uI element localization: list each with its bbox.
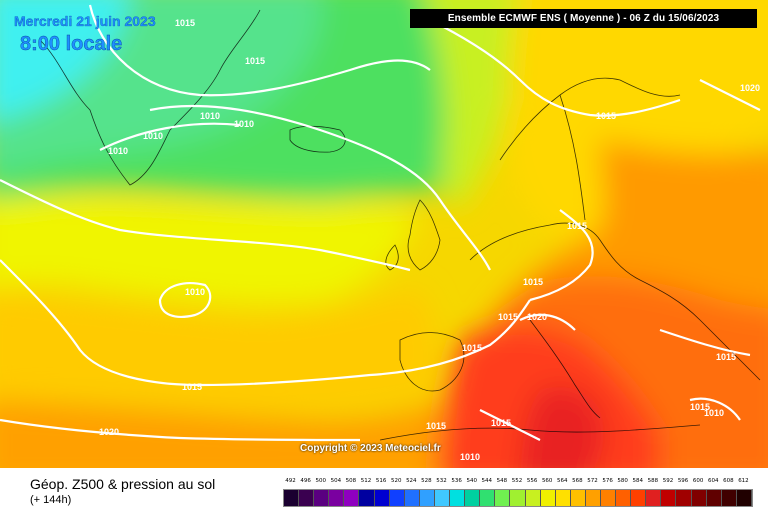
legend-value: 592 (662, 478, 674, 484)
legend-value: 560 (541, 478, 553, 484)
isobar-label: 1015 (716, 352, 736, 362)
color-legend (283, 489, 753, 507)
isobar-label: 1010 (704, 408, 724, 418)
land-outlines (39, 9, 761, 441)
legend-value: 524 (406, 478, 417, 484)
legend-swatch (616, 490, 632, 506)
legend-value: 512 (360, 478, 372, 484)
legend-swatch (374, 490, 390, 506)
legend-value: 540 (466, 478, 477, 484)
valid-date: Mercredi 21 juin 2023 (14, 13, 156, 29)
isobar-label: 1020 (740, 83, 760, 93)
geopotential-field (0, 0, 768, 468)
legend-value: 556 (526, 478, 538, 484)
legend-swatch (585, 490, 601, 506)
pressure-labels: 1015 1015 1010 1010 1010 1010 1015 1015 … (99, 18, 760, 462)
isobar-label: 1015 (567, 221, 587, 231)
isobar-label: 1010 (143, 131, 163, 141)
legend-swatch (465, 490, 481, 506)
legend-value: 596 (677, 478, 689, 484)
copyright: Copyright © 2023 Meteociel.fr (300, 443, 441, 454)
legend-swatch (434, 490, 451, 506)
legend-swatch (299, 490, 315, 506)
legend-value: 564 (557, 478, 568, 484)
legend-swatch (676, 490, 692, 506)
legend-swatch (540, 490, 556, 506)
variable-title: Géop. Z500 & pression au sol (30, 476, 216, 492)
legend-value: 568 (572, 478, 583, 484)
legend-swatch (631, 490, 647, 506)
legend-value: 608 (723, 478, 734, 484)
isobar-label: 1015 (182, 382, 202, 392)
legend-swatch (329, 490, 345, 506)
isobar-label: 1015 (175, 18, 195, 28)
legend-value: 576 (602, 478, 613, 484)
legend-value: 544 (481, 478, 493, 484)
legend-swatch (344, 490, 360, 506)
legend-value: 604 (708, 478, 719, 484)
isobar-label: 1015 (596, 111, 616, 121)
legend-swatch (419, 490, 435, 506)
legend-value: 500 (315, 478, 326, 484)
legend-value: 496 (300, 478, 311, 484)
legend-value: 532 (436, 478, 447, 484)
legend-swatch (389, 490, 405, 506)
legend-value: 536 (451, 478, 462, 484)
legend-value: 580 (617, 478, 628, 484)
legend-swatch (600, 490, 617, 506)
isobar-label: 1015 (245, 56, 265, 66)
forecast-step: (+ 144h) (30, 494, 72, 506)
legend-value: 492 (285, 478, 296, 484)
isobars (0, 4, 761, 442)
legend-value: 516 (375, 478, 387, 484)
legend-swatch (450, 490, 466, 506)
legend-value: 504 (330, 478, 342, 484)
legend-value: 508 (345, 478, 357, 484)
weather-map: 1015 1015 1010 1010 1010 1010 1015 1015 … (0, 0, 768, 468)
legend-swatch (661, 490, 677, 506)
isobar-label: 1015 (426, 421, 446, 431)
isobar-label: 1020 (99, 427, 119, 437)
legend-value: 528 (421, 478, 432, 484)
legend-swatch (706, 490, 722, 506)
legend-swatch (646, 490, 662, 506)
legend-swatch (721, 490, 737, 506)
model-run-banner: Ensemble ECMWF ENS ( Moyenne ) - 06 Z du… (410, 9, 757, 28)
legend-value: 572 (587, 478, 598, 484)
legend-value: 588 (647, 478, 659, 484)
isobar-label: 1020 (527, 312, 547, 322)
legend-value: 584 (632, 478, 644, 484)
isobar-label: 1015 (523, 277, 543, 287)
valid-local-time: 8:00 locale (20, 33, 123, 55)
legend-swatch (510, 490, 526, 506)
isobar-label: 1010 (460, 452, 480, 462)
isobar-label: 1010 (200, 111, 220, 121)
legend-swatch (736, 490, 752, 506)
legend-value: 612 (738, 478, 749, 484)
legend-swatch (495, 490, 511, 506)
legend-swatch (525, 490, 541, 506)
legend-swatch (570, 490, 586, 506)
isobar-label: 1015 (498, 312, 518, 322)
legend-labels: 492 496 500 504 508 512 516 520 524 528 532 536 540 5… (283, 478, 751, 488)
isobar-label: 1015 (690, 402, 710, 412)
legend-value: 520 (390, 478, 402, 484)
legend-value: 548 (496, 478, 508, 484)
isobar-label: 1015 (462, 343, 482, 353)
legend-swatch (359, 490, 375, 506)
legend-swatch (314, 490, 330, 506)
isobar-label: 1010 (108, 146, 128, 156)
legend-swatch (404, 490, 420, 506)
legend-value: 600 (692, 478, 704, 484)
isobar-label: 1015 (491, 418, 511, 428)
legend-swatch (691, 490, 707, 506)
legend-swatch (555, 490, 571, 506)
legend-value: 552 (511, 478, 523, 484)
legend-swatch (284, 490, 300, 506)
legend-swatch (480, 490, 496, 506)
isobar-label: 1010 (234, 119, 254, 129)
isobar-label: 1010 (185, 287, 205, 297)
